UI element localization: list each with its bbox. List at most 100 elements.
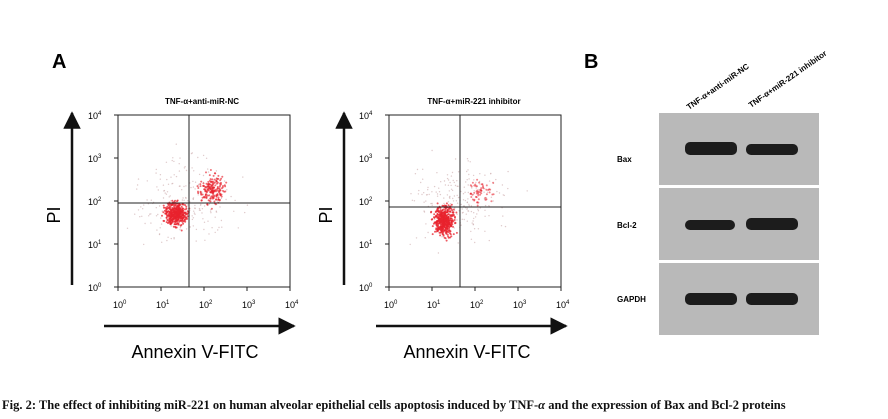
- event-dot: [427, 231, 429, 234]
- event-dot: [214, 172, 217, 175]
- event-dot: [230, 195, 232, 198]
- event-dot: [143, 243, 145, 246]
- event-dot: [211, 192, 214, 195]
- event-dot: [199, 183, 202, 186]
- event-dot: [178, 207, 181, 210]
- event-dot: [173, 220, 176, 223]
- event-dot: [157, 189, 159, 191]
- x-tick-label: 103: [513, 300, 527, 310]
- event-dot: [446, 194, 449, 196]
- event-dot: [435, 228, 438, 231]
- x-tick-label: 100: [384, 300, 398, 310]
- event-dot: [431, 204, 433, 206]
- event-dot: [439, 234, 442, 237]
- event-dot: [468, 203, 470, 205]
- event-dot: [162, 211, 165, 214]
- event-dot: [170, 200, 172, 202]
- plot-1-ylabel: PI: [44, 206, 64, 223]
- event-dot: [167, 183, 170, 185]
- event-dot: [142, 208, 144, 210]
- plot-1-x-ticks: 100 101 102 103 104: [113, 287, 299, 310]
- event-dot: [150, 199, 152, 201]
- event-dot: [218, 185, 221, 188]
- event-dot: [167, 207, 170, 210]
- event-dot: [467, 169, 469, 171]
- event-dot: [166, 210, 169, 213]
- event-dot: [427, 186, 429, 189]
- event-dot: [218, 226, 220, 229]
- event-dot: [220, 195, 223, 198]
- event-dot: [468, 205, 470, 207]
- event-dot: [410, 193, 412, 195]
- event-dot: [223, 180, 226, 182]
- x-tick-label: 103: [242, 300, 256, 310]
- caption-suffix: and the expression of Bax and Bcl-2 prot…: [545, 398, 786, 412]
- event-dot: [467, 191, 469, 194]
- event-dot: [185, 216, 187, 219]
- event-dot: [467, 160, 469, 162]
- event-dot: [434, 230, 436, 233]
- event-dot: [150, 213, 152, 215]
- event-dot: [436, 221, 438, 224]
- event-dot: [463, 218, 465, 221]
- event-dot: [456, 194, 458, 197]
- event-dot: [428, 193, 430, 196]
- event-dot: [458, 210, 460, 212]
- event-dot: [471, 187, 473, 189]
- event-dot: [189, 226, 191, 228]
- event-dot: [177, 222, 180, 225]
- event-dot: [193, 212, 196, 214]
- event-dot: [443, 202, 445, 205]
- event-dot: [490, 200, 493, 203]
- event-dot: [470, 205, 473, 207]
- event-dot: [155, 207, 157, 209]
- event-dot: [199, 185, 202, 188]
- event-dot: [184, 208, 186, 211]
- event-dot: [220, 177, 223, 180]
- event-dot: [447, 201, 450, 203]
- event-dot: [453, 215, 456, 218]
- event-dot: [466, 201, 469, 203]
- event-dot: [166, 218, 169, 221]
- blot-band: [685, 293, 737, 305]
- event-dot: [450, 235, 453, 238]
- event-dot: [216, 181, 219, 184]
- event-dot: [205, 196, 208, 199]
- event-dot: [478, 188, 480, 191]
- event-dot: [452, 179, 454, 182]
- event-dot: [208, 179, 211, 182]
- event-dot: [181, 220, 184, 223]
- event-dot: [463, 205, 465, 207]
- event-dot: [155, 172, 157, 174]
- event-dot: [191, 218, 194, 221]
- event-dot: [472, 174, 475, 177]
- event-dot: [473, 212, 475, 214]
- event-dot: [182, 211, 185, 214]
- event-dot: [199, 191, 202, 194]
- event-dot: [452, 197, 454, 200]
- event-dot: [176, 213, 179, 216]
- event-dot: [443, 197, 445, 199]
- event-dot: [448, 222, 451, 225]
- event-dot: [210, 212, 212, 214]
- event-dot: [176, 206, 178, 209]
- event-dot: [427, 189, 429, 191]
- event-dot: [424, 237, 426, 239]
- event-dot: [169, 216, 172, 219]
- event-dot: [444, 208, 447, 211]
- event-dot: [473, 198, 476, 201]
- event-dot: [195, 240, 197, 242]
- event-dot: [136, 184, 139, 186]
- event-dot: [168, 208, 171, 211]
- event-dot: [185, 169, 188, 172]
- event-dot: [452, 208, 455, 211]
- event-dot: [159, 178, 161, 180]
- event-dot: [431, 233, 434, 236]
- event-dot: [203, 228, 205, 231]
- event-dot: [171, 199, 174, 202]
- event-dot: [450, 188, 453, 190]
- event-dot: [186, 200, 189, 202]
- x-tick-label: 102: [470, 300, 484, 310]
- y-tick-label: 100: [88, 283, 102, 293]
- event-dot: [484, 196, 487, 199]
